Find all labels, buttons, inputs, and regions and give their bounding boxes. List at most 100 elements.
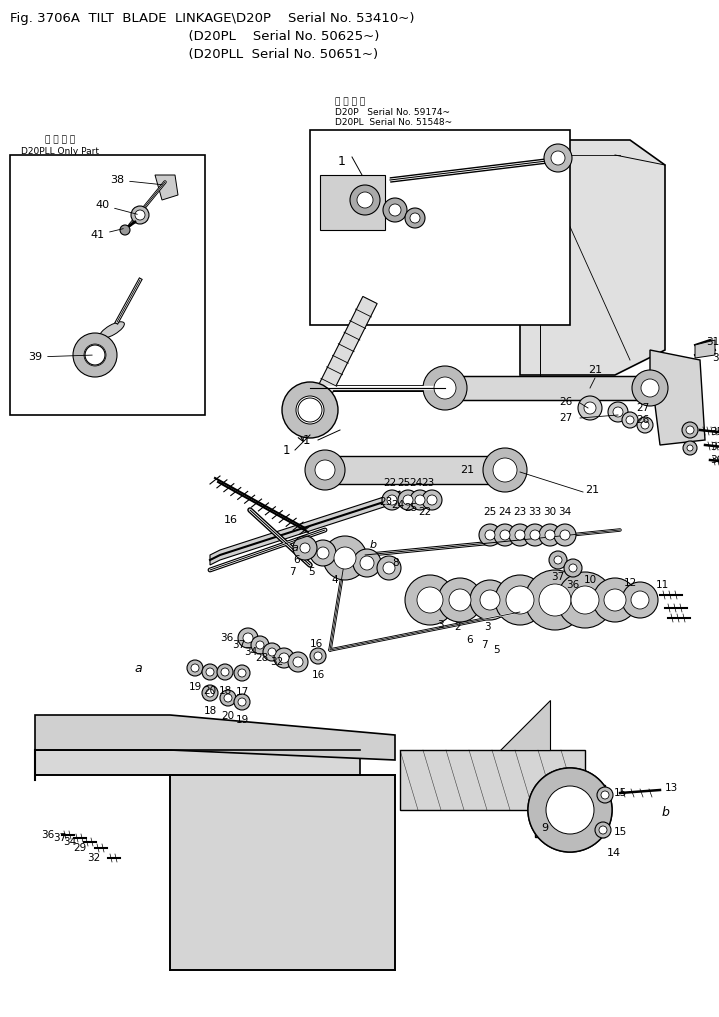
Circle shape [495,575,545,625]
Circle shape [544,144,572,172]
Text: 23: 23 [421,478,434,488]
Text: 3: 3 [484,622,490,632]
Text: 18: 18 [219,686,232,696]
Text: 37: 37 [232,640,245,650]
Text: 36: 36 [41,830,54,840]
Text: 22: 22 [418,507,431,517]
Circle shape [120,225,130,235]
Circle shape [73,333,117,377]
Text: 20: 20 [221,711,234,721]
Text: 20: 20 [203,686,216,696]
Text: 21: 21 [460,465,474,475]
Circle shape [622,582,658,618]
Text: 40: 40 [95,200,137,215]
Bar [35,750,360,775]
Circle shape [398,490,418,510]
Circle shape [683,441,697,455]
Circle shape [632,370,668,406]
Circle shape [410,213,420,223]
Circle shape [298,398,322,422]
Circle shape [417,587,443,613]
Circle shape [357,192,373,208]
Circle shape [524,524,546,546]
Bar [535,785,605,837]
Circle shape [410,490,430,510]
Circle shape [405,208,425,228]
Circle shape [234,694,250,710]
Circle shape [300,543,310,553]
Bar [10,155,205,415]
Circle shape [557,572,613,629]
Text: Fig. 3706A  TILT  BLADE  LINKAGE\D20P    Serial No. 53410~): Fig. 3706A TILT BLADE LINKAGE\D20P Seria… [10,12,414,25]
Circle shape [578,396,602,420]
Circle shape [317,547,329,559]
Text: 15: 15 [614,827,627,837]
Circle shape [202,664,218,680]
Text: b: b [662,806,670,820]
Text: D20P   Serial No. 59174~: D20P Serial No. 59174~ [335,108,450,117]
Text: 24: 24 [498,507,512,517]
Circle shape [560,530,570,540]
Circle shape [251,636,269,654]
Circle shape [268,648,276,656]
Circle shape [595,822,611,838]
Text: 4: 4 [331,575,339,585]
Text: 25: 25 [398,478,411,488]
Circle shape [282,382,338,438]
Circle shape [350,185,380,215]
Circle shape [310,648,326,664]
Text: 5: 5 [494,645,500,655]
Text: 19: 19 [235,715,249,725]
Circle shape [422,490,442,510]
Text: 41: 41 [90,229,123,240]
Text: 8: 8 [392,558,398,569]
Text: 16: 16 [311,670,324,680]
Circle shape [383,198,407,222]
Circle shape [449,589,471,611]
Text: a: a [291,543,298,553]
Circle shape [353,549,381,577]
Text: 11: 11 [656,580,669,590]
Text: 25: 25 [483,507,497,517]
Circle shape [608,402,628,422]
Circle shape [483,448,527,492]
Polygon shape [500,700,550,750]
Circle shape [314,652,322,660]
Bar [170,775,395,970]
Circle shape [599,826,607,834]
Circle shape [85,345,105,365]
Text: 5: 5 [308,567,315,577]
Text: 7: 7 [289,567,296,577]
Circle shape [622,412,638,428]
Text: 26: 26 [636,415,649,425]
Text: 23: 23 [380,497,393,507]
Circle shape [528,768,612,852]
Circle shape [548,788,592,832]
Circle shape [217,664,233,680]
Text: D20PLL Only Part: D20PLL Only Part [21,147,99,156]
Text: 適 用 号 機: 適 用 号 機 [335,97,365,106]
Circle shape [584,402,596,414]
Text: 2: 2 [454,622,462,632]
Text: 23: 23 [513,507,526,517]
Text: 31: 31 [706,337,719,347]
Circle shape [493,458,517,482]
Circle shape [554,556,562,564]
Text: 36: 36 [220,633,233,643]
Text: D20PL  Serial No. 51548~: D20PL Serial No. 51548~ [335,118,452,127]
Text: 16: 16 [310,639,324,649]
Circle shape [256,641,264,649]
Text: b: b [370,540,377,550]
Circle shape [224,694,232,702]
Text: (D20PLL  Serial No. 50651~): (D20PLL Serial No. 50651~) [10,48,378,61]
Text: 17: 17 [235,687,249,697]
Circle shape [238,629,258,648]
Bar [320,175,385,230]
Circle shape [494,524,516,546]
Polygon shape [520,140,665,375]
Text: 1: 1 [283,443,290,457]
Text: 29: 29 [74,843,87,853]
Circle shape [288,652,308,672]
Circle shape [549,551,567,569]
Polygon shape [695,340,715,358]
